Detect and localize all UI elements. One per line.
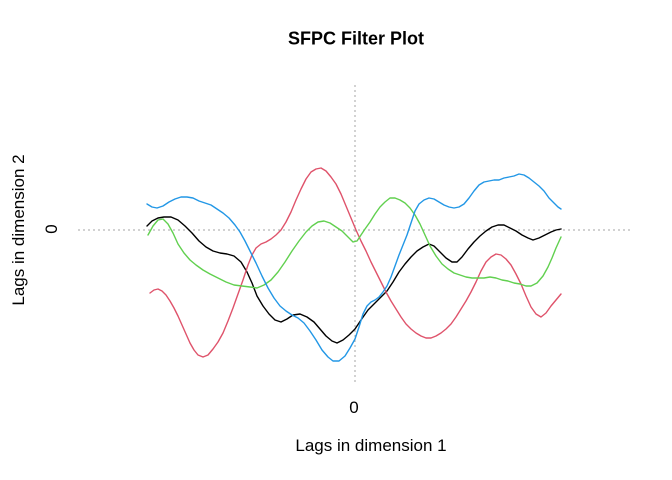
curve-filter-green — [147, 197, 562, 289]
x-axis-tick-label-zero: 0 — [349, 398, 359, 417]
y-axis-label: Lags in dimension 2 — [9, 154, 28, 306]
curve-filter-black — [146, 216, 562, 344]
chart-title: SFPC Filter Plot — [287, 28, 425, 49]
curve-filter-red — [149, 167, 562, 358]
curve-filter-blue — [146, 173, 562, 362]
y-axis-tick-label-zero: 0 — [42, 224, 61, 234]
x-axis-label: Lags in dimension 1 — [295, 436, 447, 455]
